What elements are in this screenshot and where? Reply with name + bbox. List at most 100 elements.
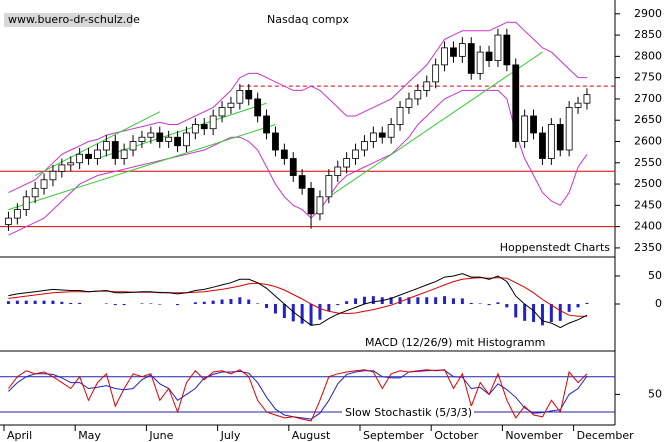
histogram-bar — [309, 304, 313, 326]
bollinger-lower — [8, 89, 588, 236]
candle-body — [307, 187, 315, 215]
histogram-bar — [273, 304, 277, 314]
candle-body — [361, 141, 368, 151]
candle-body — [165, 136, 173, 142]
histogram-bar — [496, 302, 500, 304]
histogram-bar — [487, 304, 491, 306]
histogram-bar — [398, 297, 402, 304]
candle-body — [574, 102, 582, 108]
histogram-bar — [460, 298, 464, 304]
trend-line — [328, 51, 543, 198]
candle-body — [102, 141, 110, 151]
histogram-bar — [229, 298, 233, 304]
histogram-bar — [389, 297, 393, 304]
x-tick-label: July — [220, 429, 241, 442]
trend-line — [97, 102, 267, 159]
candle-body — [218, 107, 226, 117]
histogram-bar — [33, 300, 37, 304]
y-tick-label: 2400 — [634, 220, 662, 233]
candle-body — [191, 124, 199, 134]
y-tick-label: 2600 — [634, 134, 662, 147]
histogram-bar — [282, 304, 286, 319]
x-tick-label: August — [292, 429, 331, 442]
histogram-bar — [122, 304, 126, 306]
histogram-bar — [247, 299, 251, 304]
candle-body — [583, 94, 591, 104]
candle-body — [254, 98, 262, 117]
histogram-bar — [407, 297, 411, 304]
candle-body — [58, 164, 66, 172]
x-tick-label: November — [505, 429, 563, 442]
histogram-bar — [478, 303, 482, 304]
candle-body — [565, 107, 573, 151]
candle-body — [423, 81, 431, 91]
candle-body — [530, 115, 537, 134]
histogram-bar — [514, 304, 518, 318]
x-tick-label: October — [434, 429, 478, 442]
candle-body — [200, 124, 208, 130]
y-tick-label: 2850 — [634, 28, 662, 41]
histogram-bar — [327, 304, 331, 312]
histogram-bar — [540, 304, 544, 326]
candle-body — [352, 149, 359, 159]
histogram-bar — [265, 304, 269, 308]
histogram-bar — [176, 304, 180, 306]
candle-body — [503, 34, 511, 66]
stoch-d — [8, 369, 588, 420]
candle-body — [209, 115, 217, 130]
candle-body — [396, 107, 404, 125]
candle-body — [280, 149, 288, 159]
candle-body — [485, 51, 493, 62]
candle-body — [5, 217, 12, 225]
candle-body — [494, 34, 502, 62]
candle-body — [316, 196, 324, 215]
candle-body — [547, 124, 555, 159]
y-tick-label: 50 — [648, 269, 662, 282]
candle-body — [539, 132, 546, 159]
histogram-bar — [78, 302, 82, 304]
candle-body — [521, 115, 529, 142]
x-tick-label: September — [363, 429, 424, 442]
credit: Hoppenstedt Charts — [500, 241, 611, 254]
candle-body — [94, 149, 101, 159]
candle-body — [441, 47, 448, 66]
histogram-bar — [300, 304, 304, 324]
panel-title-bg — [342, 406, 474, 419]
histogram-bar — [6, 301, 10, 304]
histogram-bar — [558, 304, 562, 321]
x-tick-label: May — [78, 429, 101, 442]
histogram-bar — [576, 304, 580, 308]
histogram-bar — [24, 300, 28, 304]
histogram-bar — [60, 301, 64, 304]
candle-body — [40, 179, 48, 189]
histogram-bar — [104, 303, 108, 304]
y-tick-label: 2450 — [634, 198, 662, 211]
candle-body — [49, 170, 57, 181]
candle-body — [556, 124, 564, 151]
histogram-bar — [202, 301, 206, 304]
candle-body — [120, 149, 128, 159]
trend-line — [8, 123, 276, 211]
x-tick-label: December — [577, 429, 635, 442]
histogram-bar — [549, 304, 553, 322]
candle-body — [298, 175, 306, 189]
candle-body — [22, 196, 30, 211]
watermark: www.buero-dr-schulz.de — [8, 13, 140, 26]
histogram-bar — [291, 304, 295, 322]
candle-body — [263, 115, 270, 134]
histogram-bar — [416, 297, 420, 304]
candle-body — [289, 158, 297, 176]
histogram-bar — [220, 299, 224, 304]
histogram-bar — [505, 304, 509, 308]
candle-body — [432, 64, 440, 83]
histogram-bar — [585, 302, 589, 304]
candle-body — [147, 132, 155, 138]
histogram-bar — [567, 304, 571, 312]
histogram-bar — [211, 300, 215, 304]
histogram-bar — [434, 297, 438, 304]
candle-body — [369, 132, 377, 142]
x-tick-label: April — [7, 429, 32, 442]
candle-body — [458, 43, 466, 57]
stoch-k — [8, 369, 588, 422]
